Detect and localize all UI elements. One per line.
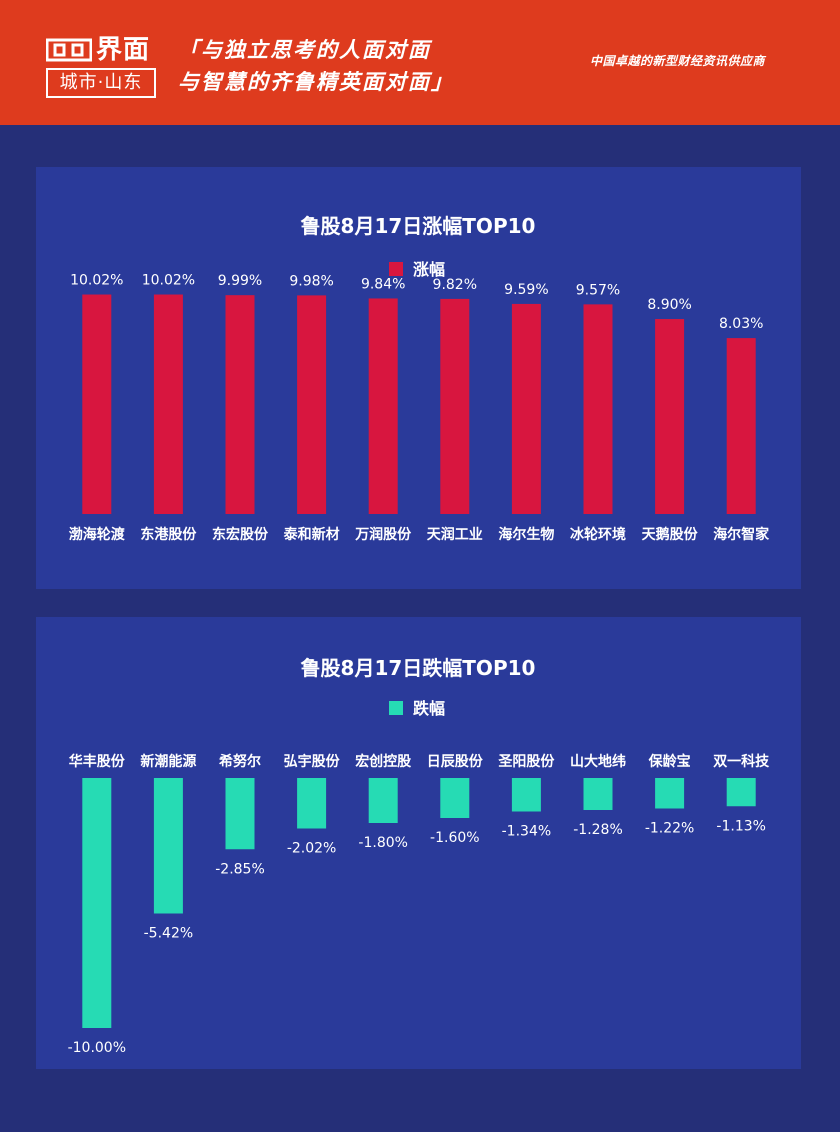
- category-label: 天鹅股份: [642, 526, 699, 543]
- category-label: 冰轮环境: [570, 526, 626, 543]
- bar: [225, 295, 255, 514]
- data-label: 9.98%: [289, 273, 333, 289]
- category-label: 海尔生物: [498, 526, 554, 543]
- bar: [153, 294, 183, 514]
- bar: [511, 778, 541, 812]
- data-label: -1.13%: [716, 818, 766, 834]
- category-label: 泰和新材: [283, 526, 340, 543]
- data-label: 9.84%: [361, 276, 405, 292]
- bar: [368, 298, 398, 514]
- data-label: -10.00%: [68, 1040, 126, 1056]
- bar: [153, 778, 183, 914]
- category-label: 山大地纬: [570, 753, 626, 770]
- tagline: 中国卓越的新型财经资讯供应商: [590, 54, 766, 68]
- logo-mark-icon: [46, 38, 92, 62]
- category-label: 东港股份: [140, 526, 197, 543]
- chart-title: 鲁股8月17日涨幅TOP10: [301, 214, 536, 238]
- losers-chart-panel: 鲁股8月17日跌幅TOP10 跌幅华丰股份 -10.00% 新潮能源 -5.42% 希努尔…: [36, 617, 801, 1069]
- bar: [440, 298, 470, 514]
- bar: [583, 778, 613, 810]
- bar: [726, 778, 756, 807]
- category-label: 东宏股份: [212, 526, 269, 543]
- legend-swatch: [389, 701, 403, 715]
- category-label: 弘宇股份: [284, 753, 341, 770]
- data-label: 10.02%: [142, 273, 195, 289]
- data-label: 10.02%: [70, 273, 123, 289]
- category-label: 新潮能源: [140, 753, 196, 770]
- category-label: 海尔智家: [713, 526, 770, 543]
- category-label: 万润股份: [354, 526, 412, 543]
- slogan-line-2: 与智慧的齐鲁精英面对面」: [178, 70, 454, 94]
- category-label: 日辰股份: [427, 753, 484, 770]
- data-label: 9.82%: [433, 277, 477, 293]
- header-banner: 界面 城市·山东 「与独立思考的人面对面 与智慧的齐鲁精英面对面」 中国卓越的新…: [0, 0, 840, 125]
- logo-text: 界面: [96, 35, 151, 65]
- bar: [583, 304, 613, 514]
- bar: [726, 338, 756, 514]
- slogan-line-1: 「与独立思考的人面对面: [178, 38, 431, 62]
- bar: [655, 778, 685, 809]
- data-label: -1.28%: [573, 822, 623, 838]
- data-label: -2.02%: [287, 841, 337, 857]
- data-label: -1.80%: [358, 835, 408, 851]
- jiemian-logo[interactable]: 界面 城市·山东: [46, 34, 158, 100]
- data-label: -2.85%: [215, 861, 265, 877]
- category-label: 圣阳股份: [497, 753, 555, 770]
- category-label: 保龄宝: [648, 753, 691, 770]
- bar: [82, 294, 112, 514]
- data-label: 8.03%: [719, 316, 763, 332]
- bar: [368, 778, 398, 823]
- gainers-chart: 鲁股8月17日涨幅TOP10 涨幅 10.02% 渤海轮渡 10.02% 东港股份 9.99…: [69, 214, 770, 543]
- data-label: -1.34%: [502, 824, 552, 840]
- bar: [82, 778, 112, 1028]
- logo-city-label: 城市·山东: [46, 68, 156, 98]
- category-label: 华丰股份: [69, 753, 126, 770]
- bar: [511, 303, 541, 514]
- data-label: -5.42%: [144, 926, 194, 942]
- bar: [297, 778, 327, 829]
- legend-label: 涨幅: [413, 260, 445, 279]
- legend-label: 跌幅: [413, 699, 445, 718]
- data-label: 8.90%: [647, 297, 691, 313]
- category-label: 天润工业: [427, 526, 483, 543]
- chart-title: 鲁股8月17日跌幅TOP10: [301, 656, 536, 680]
- category-label: 希努尔: [219, 753, 261, 770]
- category-label: 双一科技: [713, 753, 770, 770]
- data-label: -1.60%: [430, 830, 480, 846]
- bar: [440, 778, 470, 818]
- legend-swatch: [389, 262, 403, 276]
- bar: [655, 319, 685, 514]
- bar: [297, 295, 327, 514]
- bar: [225, 778, 255, 850]
- logo-top: 界面: [46, 34, 158, 66]
- data-label: 9.99%: [218, 273, 262, 289]
- data-label: 9.59%: [504, 282, 548, 298]
- gainers-chart-panel: 鲁股8月17日涨幅TOP10 涨幅 10.02% 渤海轮渡 10.02% 东港股份 9.99…: [36, 167, 801, 589]
- category-label: 渤海轮渡: [69, 526, 126, 543]
- data-label: 9.57%: [576, 282, 620, 298]
- data-label: -1.22%: [645, 821, 695, 837]
- category-label: 宏创控股: [355, 753, 412, 770]
